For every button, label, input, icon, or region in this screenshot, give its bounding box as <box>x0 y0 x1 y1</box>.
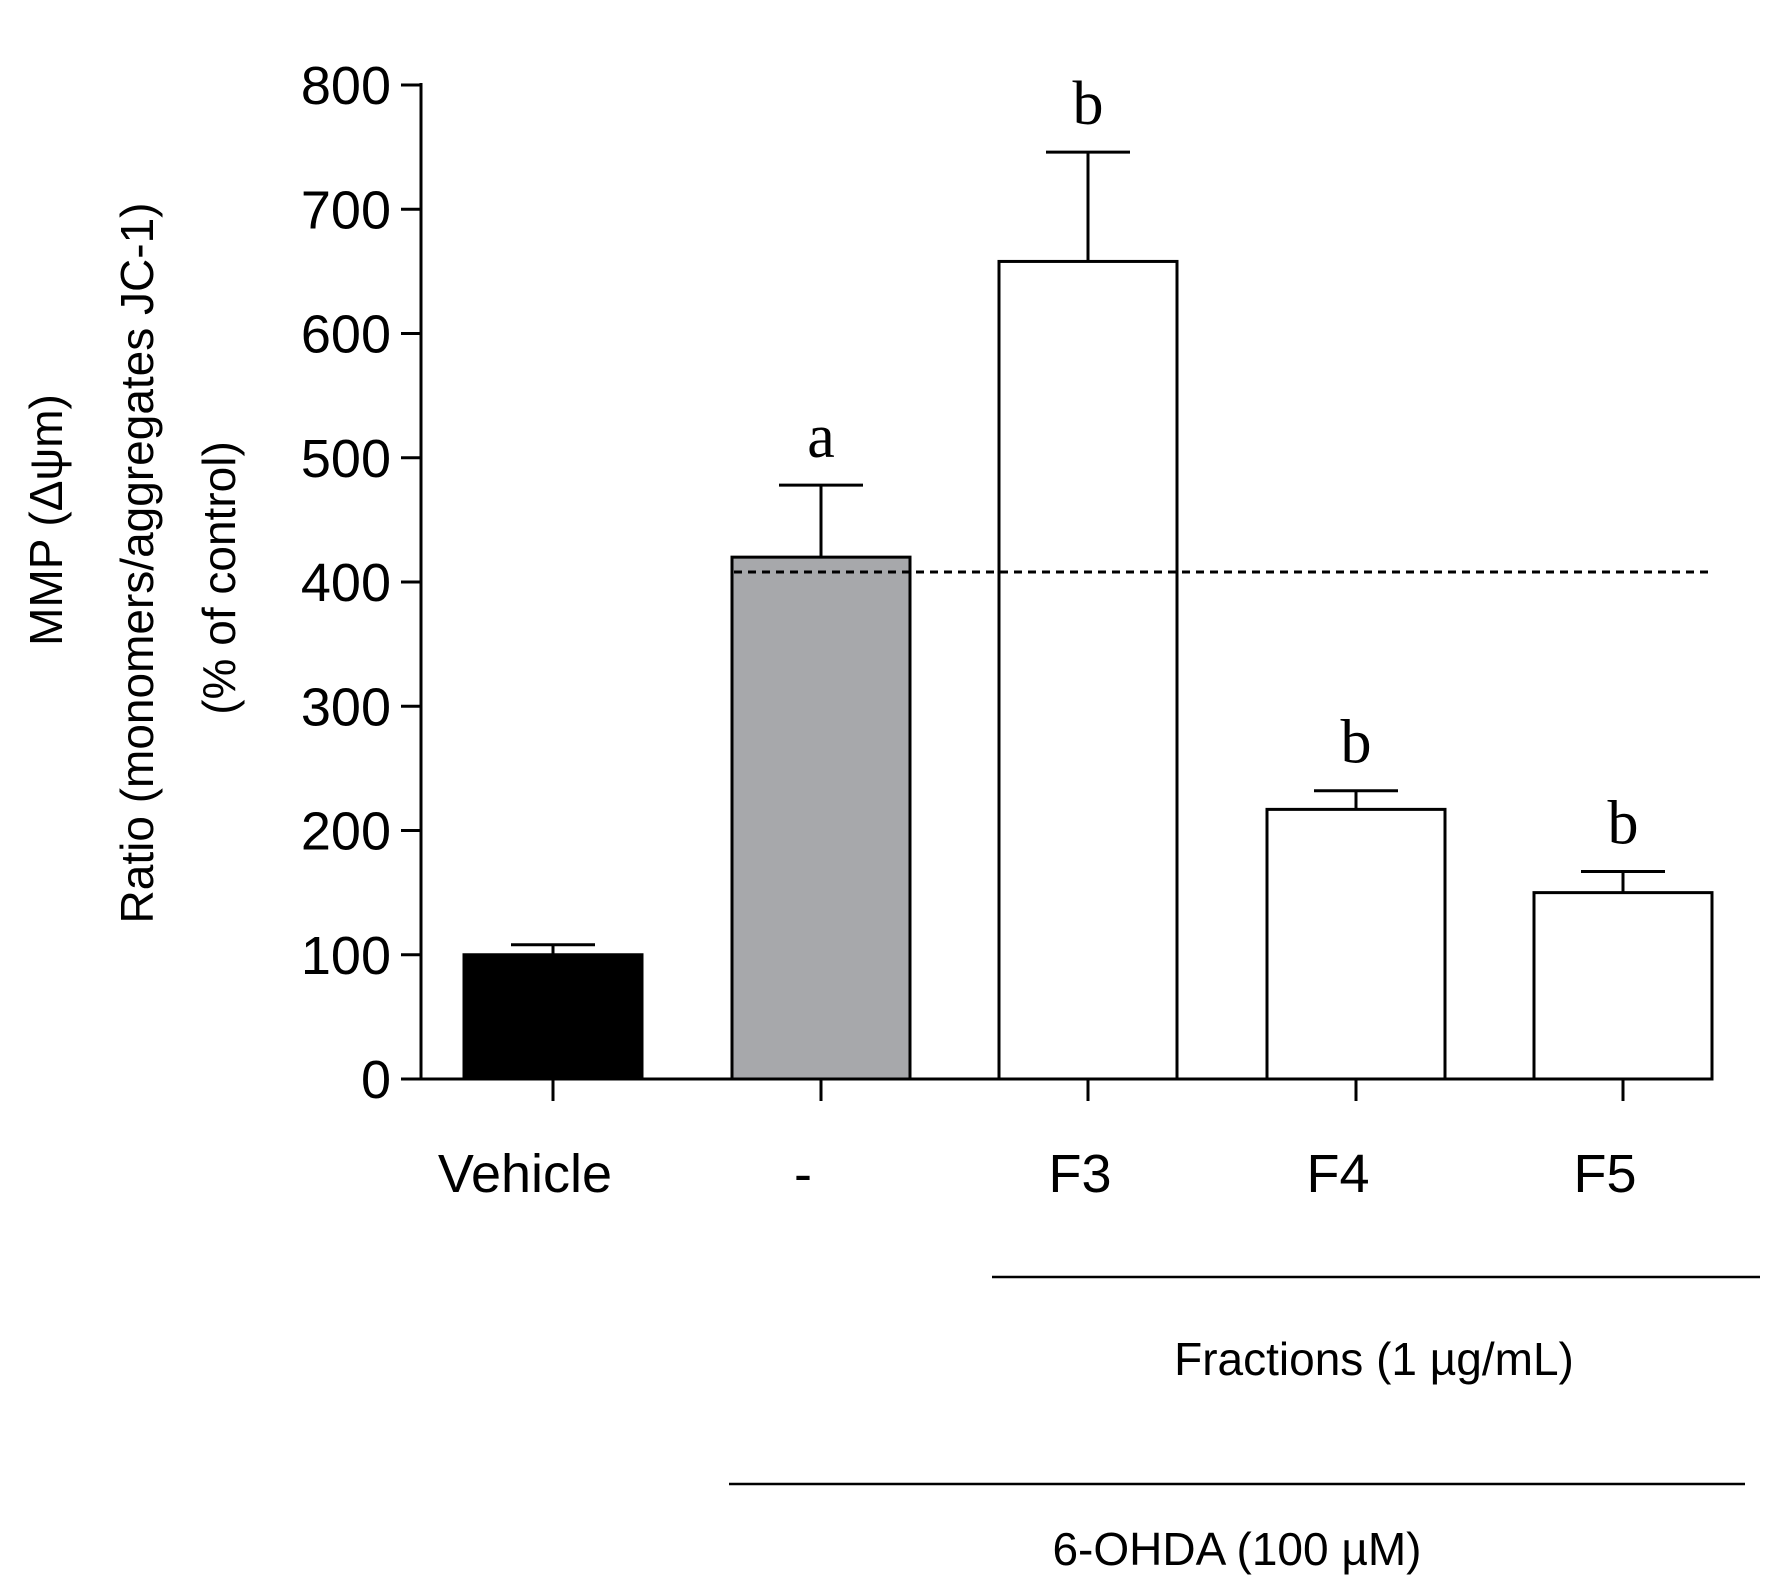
y-tick-label: 600 <box>301 305 391 365</box>
y-axis-label-line2: Ratio (monomers/aggregates JC-1) <box>111 203 163 924</box>
y-axis: 0 100 200 300 400 500 600 700 800 <box>301 56 423 1110</box>
y-tick-label: 200 <box>301 802 391 862</box>
significance-letter: b <box>1341 709 1372 777</box>
y-tick-label: 800 <box>301 56 391 116</box>
x-tick-label: F4 <box>1306 1144 1369 1204</box>
x-tick-label: F3 <box>1048 1144 1111 1204</box>
bars: a b b b <box>462 70 1714 1081</box>
y-tick-label: 300 <box>301 677 391 737</box>
significance-letter: b <box>1073 70 1104 138</box>
fractions-group-label: Fractions (1 µg/mL) <box>1174 1333 1574 1385</box>
bar-2 <box>730 555 912 1081</box>
x-axis: Vehicle - F3 F4 F5 <box>421 1077 1712 1204</box>
significance-letter: a <box>807 403 835 471</box>
treatment-group-label: 6-OHDA (100 µM) <box>1052 1523 1421 1575</box>
y-tick-label: 100 <box>301 926 391 986</box>
y-tick-label: 700 <box>301 180 391 240</box>
significance-letter: b <box>1608 790 1639 858</box>
y-axis-label-line3: (% of control) <box>193 441 245 715</box>
x-tick-label: F5 <box>1573 1144 1636 1204</box>
y-tick-label: 500 <box>301 429 391 489</box>
x-tick-label: Vehicle <box>438 1144 612 1204</box>
bar-1 <box>462 953 644 1081</box>
x-tick-label: - <box>794 1144 812 1204</box>
bar-5 <box>1532 891 1714 1081</box>
bar-4 <box>1265 807 1447 1081</box>
y-tick-label: 400 <box>301 553 391 613</box>
y-axis-label-line1: MMP (Δψm) <box>20 394 72 646</box>
bar-3 <box>997 259 1179 1081</box>
y-tick-label: 0 <box>361 1050 391 1110</box>
